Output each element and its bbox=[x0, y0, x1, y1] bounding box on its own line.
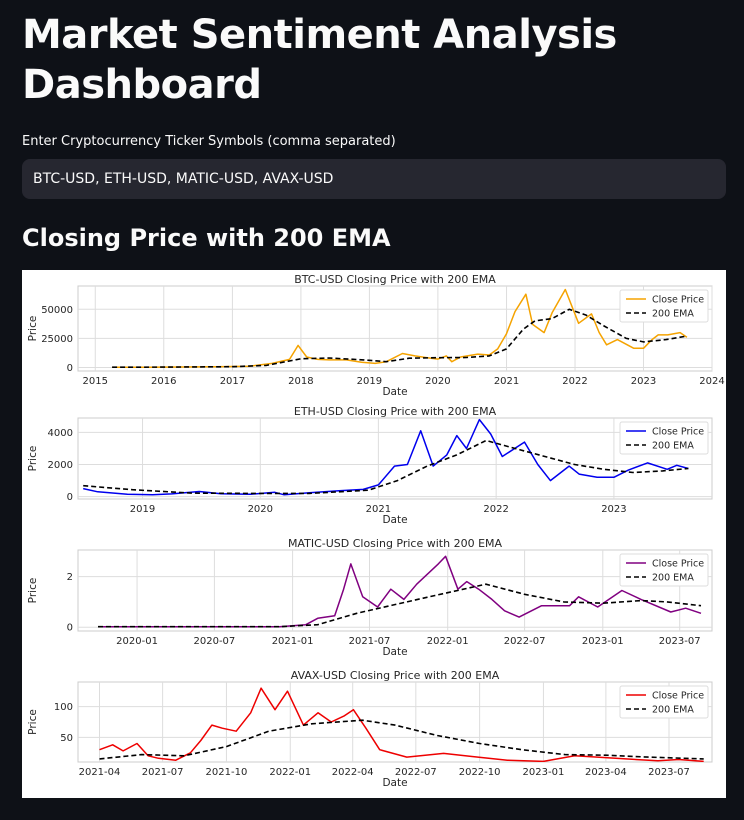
y-tick-label: 0 bbox=[67, 492, 73, 503]
chart-panel-1: ETH-USD Closing Price with 200 EMA 0 2000 4… bbox=[27, 405, 713, 526]
series-line-ema bbox=[112, 308, 688, 368]
x-tick-label: 2023-07 bbox=[659, 636, 701, 647]
plot-area bbox=[77, 417, 713, 500]
legend-label: Close Price bbox=[652, 559, 704, 570]
series-line-close bbox=[112, 288, 688, 368]
x-tick-label: 2022 bbox=[562, 376, 587, 387]
y-tick-label: 0 bbox=[67, 363, 73, 374]
x-tick-label: 2023-07 bbox=[648, 767, 690, 778]
y-axis-label: Price bbox=[27, 709, 39, 735]
x-tick-label: 2023 bbox=[631, 376, 656, 387]
y-axis-label: Price bbox=[27, 578, 39, 604]
x-tick-label: 2021-10 bbox=[206, 767, 248, 778]
x-tick-label: 2019 bbox=[130, 504, 155, 515]
x-tick-label: 2021-07 bbox=[142, 767, 184, 778]
legend-label: 200 EMA bbox=[652, 705, 694, 716]
x-tick-label: 2022-07 bbox=[504, 636, 546, 647]
x-tick-label: 2024 bbox=[699, 376, 724, 387]
legend-label: Close Price bbox=[652, 295, 704, 306]
x-tick-label: 2021-04 bbox=[79, 767, 121, 778]
x-tick-label: 2021 bbox=[494, 376, 519, 387]
x-tick-label: 2022 bbox=[483, 504, 508, 515]
chart-title: MATIC-USD Closing Price with 200 EMA bbox=[288, 537, 503, 550]
x-tick-label: 2015 bbox=[83, 376, 108, 387]
chart-title: BTC-USD Closing Price with 200 EMA bbox=[294, 273, 496, 286]
ticker-input[interactable] bbox=[22, 159, 726, 199]
x-tick-label: 2023-01 bbox=[523, 767, 565, 778]
charts-figure: BTC-USD Closing Price with 200 EMA 0 25000… bbox=[22, 270, 726, 798]
x-tick-label: 2016 bbox=[151, 376, 176, 387]
x-tick-label: 2021 bbox=[366, 504, 391, 515]
x-tick-label: 2018 bbox=[288, 376, 313, 387]
y-axis-label: Price bbox=[27, 446, 39, 472]
x-axis-label: Date bbox=[382, 646, 407, 658]
y-tick-label: 2 bbox=[67, 572, 73, 583]
x-axis-label: Date bbox=[382, 386, 407, 398]
chart-title: AVAX-USD Closing Price with 200 EMA bbox=[291, 669, 500, 682]
legend-label: 200 EMA bbox=[652, 441, 694, 452]
x-tick-label: 2020-07 bbox=[194, 636, 236, 647]
chart-panel-0: BTC-USD Closing Price with 200 EMA 0 25000… bbox=[27, 273, 725, 398]
x-tick-label: 2023-01 bbox=[582, 636, 624, 647]
y-tick-label: 0 bbox=[67, 623, 73, 634]
x-axis-label: Date bbox=[382, 777, 407, 789]
plot-area bbox=[77, 549, 713, 632]
x-tick-label: 2017 bbox=[220, 376, 245, 387]
x-tick-label: 2020 bbox=[425, 376, 450, 387]
y-tick-label: 50 bbox=[60, 733, 73, 744]
plot-area bbox=[77, 681, 713, 763]
legend-box bbox=[619, 553, 709, 587]
x-tick-label: 2020-01 bbox=[116, 636, 158, 647]
series-line-ema bbox=[83, 439, 689, 495]
chart-title: ETH-USD Closing Price with 200 EMA bbox=[294, 405, 497, 418]
y-tick-label: 4000 bbox=[48, 428, 73, 439]
x-tick-label: 2022-07 bbox=[395, 767, 437, 778]
legend-box bbox=[619, 685, 709, 719]
x-tick-label: 2022-04 bbox=[332, 767, 374, 778]
series-line-ema bbox=[98, 583, 702, 628]
y-tick-label: 50000 bbox=[41, 305, 73, 316]
y-tick-label: 25000 bbox=[41, 334, 73, 345]
ticker-input-label: Enter Cryptocurrency Ticker Symbols (com… bbox=[22, 134, 396, 149]
legend-label: Close Price bbox=[652, 427, 704, 438]
y-tick-label: 100 bbox=[54, 702, 73, 713]
y-axis-label: Price bbox=[27, 316, 39, 342]
legend-label: 200 EMA bbox=[652, 573, 694, 584]
x-tick-label: 2022-10 bbox=[459, 767, 501, 778]
x-tick-label: 2019 bbox=[357, 376, 382, 387]
x-tick-label: 2023 bbox=[601, 504, 626, 515]
x-tick-label: 2023-04 bbox=[585, 767, 627, 778]
y-tick-label: 2000 bbox=[48, 460, 73, 471]
chart-panel-3: AVAX-USD Closing Price with 200 EMA 50 100… bbox=[27, 669, 713, 789]
x-tick-label: 2021-01 bbox=[272, 636, 314, 647]
legend-box bbox=[619, 289, 709, 323]
x-axis-label: Date bbox=[382, 514, 407, 526]
series-line-close bbox=[98, 555, 702, 628]
page-title: Market Sentiment Analysis Dashboard bbox=[22, 12, 617, 108]
series-line-ema bbox=[99, 719, 704, 760]
legend-label: 200 EMA bbox=[652, 309, 694, 320]
legend-label: Close Price bbox=[652, 691, 704, 702]
chart-panel-2: MATIC-USD Closing Price with 200 EMA 0 2 20… bbox=[27, 537, 713, 658]
x-tick-label: 2021-07 bbox=[349, 636, 391, 647]
x-tick-label: 2022-01 bbox=[427, 636, 469, 647]
plot-area bbox=[77, 285, 713, 372]
legend-box bbox=[619, 421, 709, 455]
x-tick-label: 2020 bbox=[248, 504, 273, 515]
charts-svg: BTC-USD Closing Price with 200 EMA025000… bbox=[27, 273, 725, 789]
x-tick-label: 2022-01 bbox=[269, 767, 311, 778]
section-heading: Closing Price with 200 EMA bbox=[22, 224, 391, 252]
